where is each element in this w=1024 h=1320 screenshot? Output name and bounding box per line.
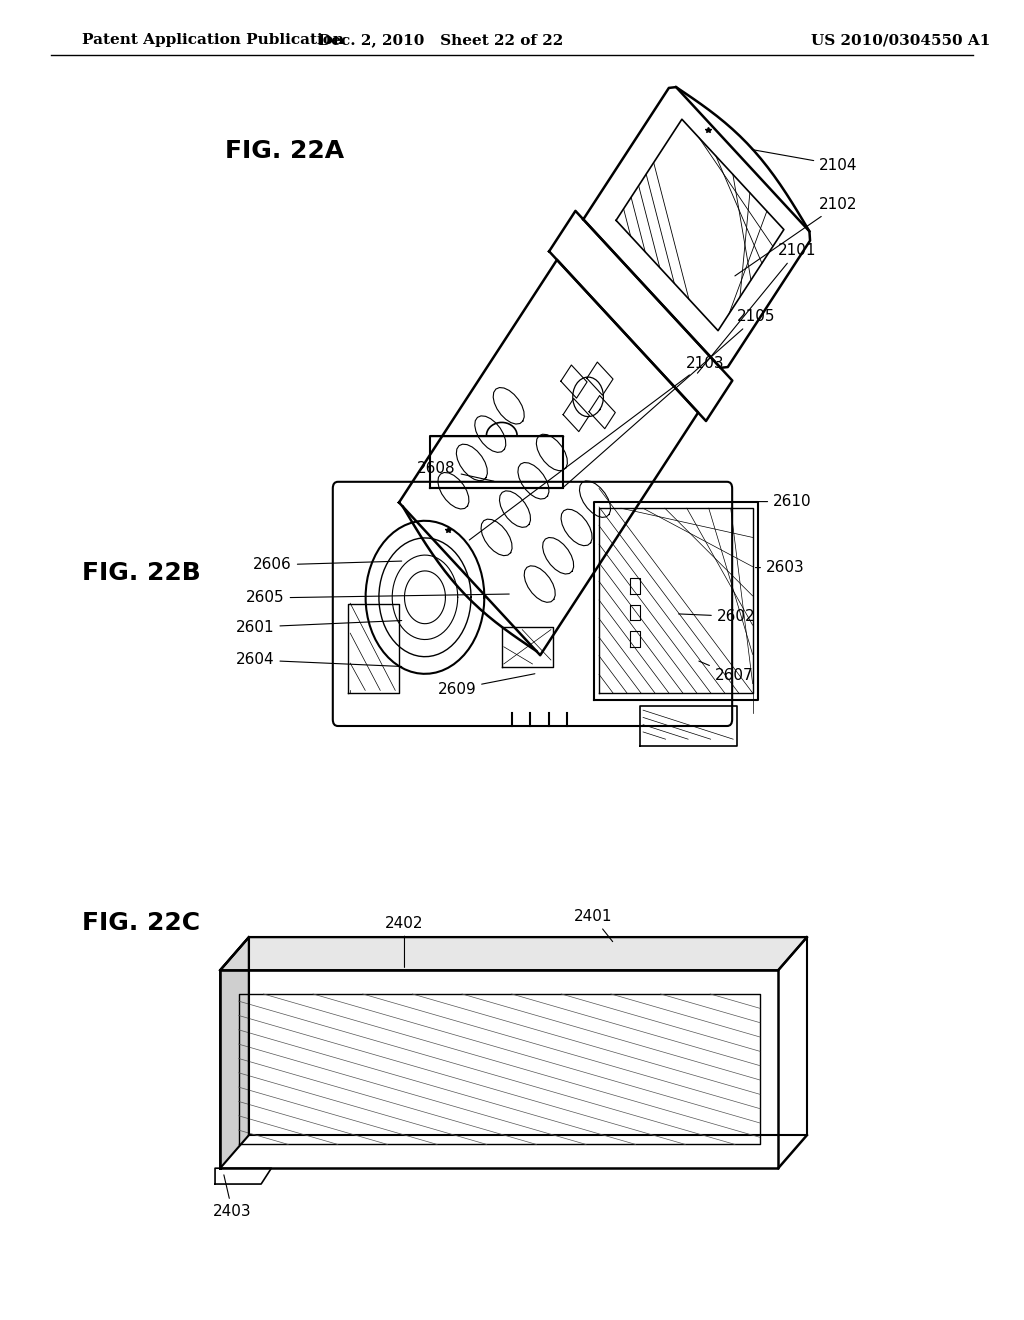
Text: FIG. 22B: FIG. 22B <box>82 561 201 585</box>
Polygon shape <box>220 937 807 970</box>
Text: 2608: 2608 <box>417 461 494 482</box>
Text: 2401: 2401 <box>573 909 612 941</box>
Text: 2602: 2602 <box>679 609 756 624</box>
Text: 2603: 2603 <box>756 560 805 576</box>
Text: US 2010/0304550 A1: US 2010/0304550 A1 <box>811 33 991 48</box>
Text: FIG. 22A: FIG. 22A <box>225 139 344 162</box>
Text: 2403: 2403 <box>213 1175 252 1218</box>
Text: 2601: 2601 <box>236 619 401 635</box>
Text: 2101: 2101 <box>697 243 817 374</box>
Text: FIG. 22C: FIG. 22C <box>82 911 200 935</box>
Text: 2105: 2105 <box>563 309 776 487</box>
Text: 2102: 2102 <box>735 197 858 276</box>
Text: Patent Application Publication: Patent Application Publication <box>82 33 344 48</box>
Text: 2607: 2607 <box>698 661 754 684</box>
Polygon shape <box>220 937 249 1168</box>
FancyBboxPatch shape <box>333 482 732 726</box>
Text: 2605: 2605 <box>246 590 509 606</box>
Text: 2103: 2103 <box>469 355 725 540</box>
Text: 2104: 2104 <box>752 149 858 173</box>
Text: Dec. 2, 2010   Sheet 22 of 22: Dec. 2, 2010 Sheet 22 of 22 <box>317 33 563 48</box>
Text: 2610: 2610 <box>756 494 812 510</box>
Text: 2604: 2604 <box>236 652 401 668</box>
Text: 2609: 2609 <box>437 673 535 697</box>
Text: 2606: 2606 <box>253 557 401 573</box>
Text: 2402: 2402 <box>385 916 424 968</box>
